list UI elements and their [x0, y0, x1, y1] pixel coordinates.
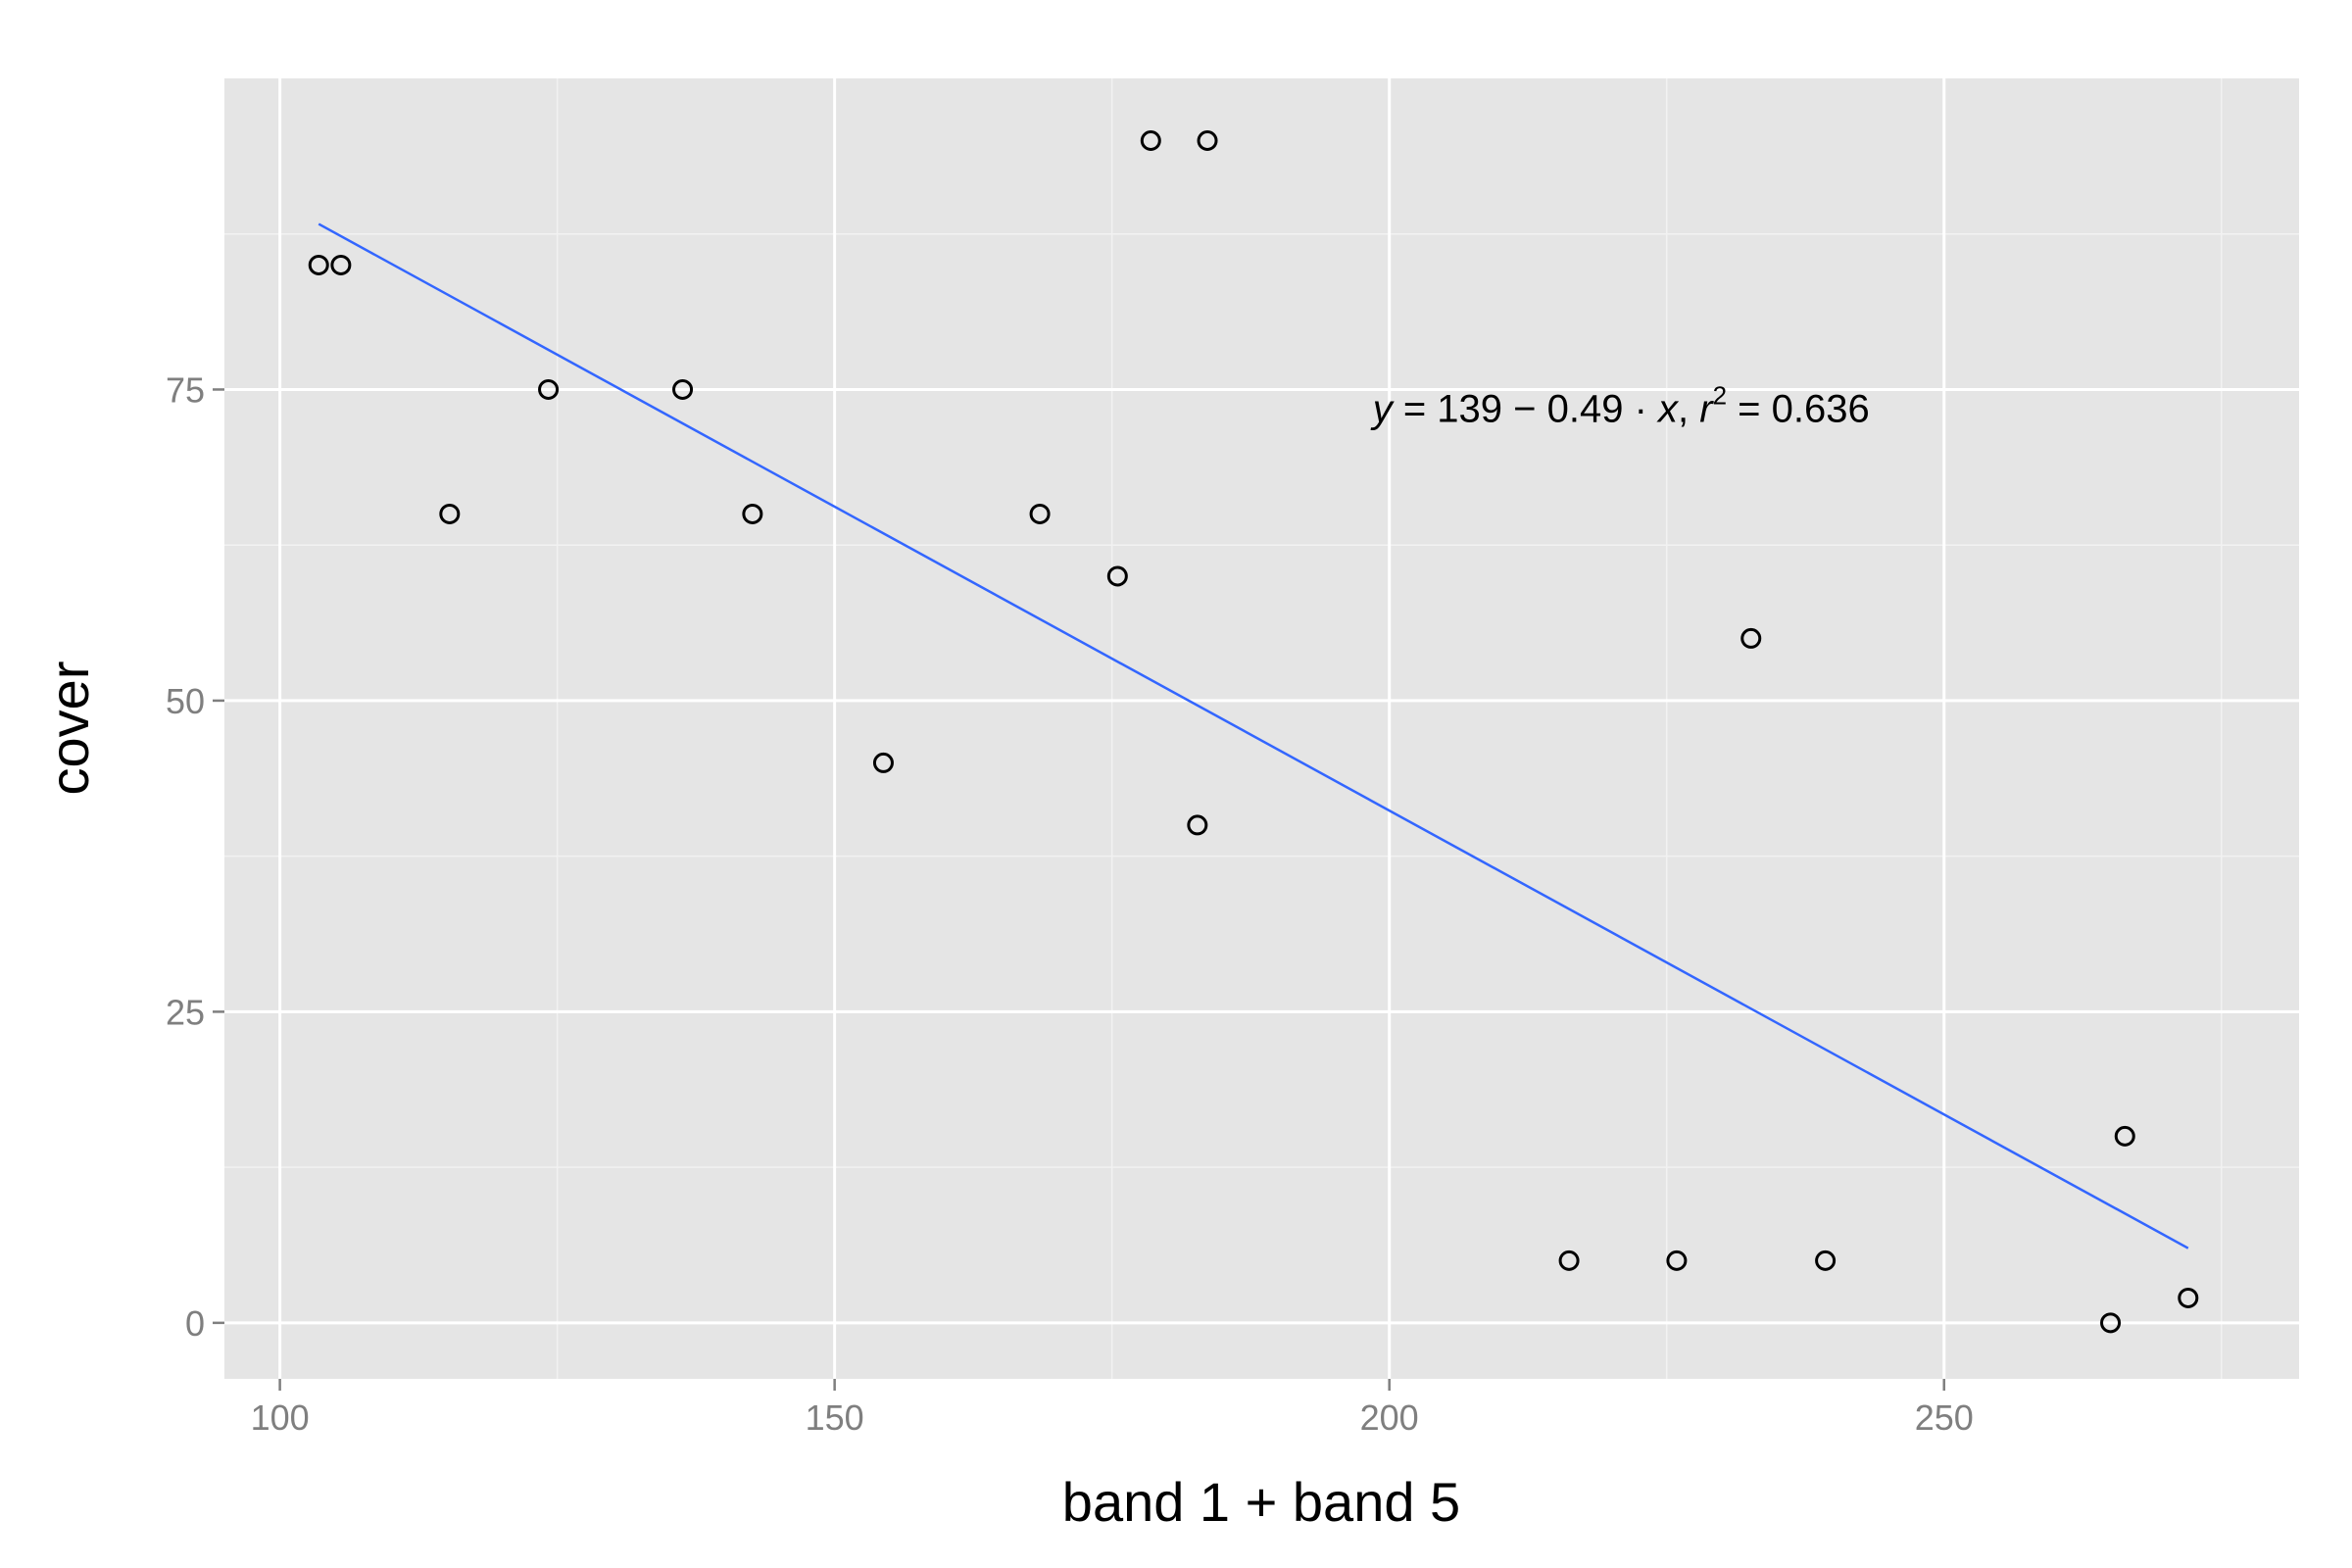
regression-line-layer — [318, 222, 2189, 1250]
x-tick-label: 250 — [1915, 1397, 1974, 1438]
annotation-superscript: 2 — [1713, 381, 1727, 411]
annotation-r-value: = 0.636 — [1727, 388, 1870, 431]
data-point — [2100, 1312, 2122, 1334]
data-point — [1815, 1250, 1837, 1271]
data-point — [1140, 129, 1161, 151]
data-point — [1740, 627, 1762, 649]
y-tick-label: 75 — [166, 369, 205, 410]
major-gridlines — [224, 78, 2299, 1379]
data-point — [1197, 129, 1218, 151]
y-axis-title: cover — [38, 662, 100, 796]
data-point — [1666, 1250, 1688, 1271]
data-point — [538, 378, 560, 400]
data-point — [439, 503, 461, 524]
y-tick-label: 25 — [166, 992, 205, 1032]
minor-gridlines — [224, 78, 2299, 1379]
data-point — [2114, 1125, 2135, 1147]
data-point — [308, 254, 329, 275]
regression-line — [318, 222, 2189, 1250]
annotation-comma: , — [1678, 388, 1699, 431]
data-point — [742, 503, 763, 524]
data-point — [1187, 814, 1208, 836]
data-point — [2178, 1287, 2199, 1308]
annotation-x-symbol: x — [1656, 388, 1680, 431]
y-tick-label: 50 — [166, 681, 205, 721]
annotation-y-symbol: y — [1370, 388, 1396, 431]
data-point — [1558, 1250, 1580, 1271]
annotation-equation: = 139 − 0.49 · — [1393, 388, 1658, 431]
data-point — [672, 378, 694, 400]
x-axis-title: band 1 + band 5 — [1062, 1471, 1460, 1533]
y-tick-label: 0 — [185, 1303, 205, 1344]
x-tick-label: 200 — [1360, 1397, 1419, 1438]
data-point — [330, 254, 352, 275]
data-point — [1106, 565, 1128, 587]
data-point — [872, 752, 894, 773]
regression-annotation: y = 139 − 0.49 · x, r2 = 0.636 — [1370, 381, 1870, 431]
axis-ticks — [213, 388, 1945, 1391]
plot-panel — [224, 78, 2299, 1379]
data-point — [1029, 503, 1051, 524]
annotation-r-symbol: r — [1699, 388, 1714, 431]
data-points — [308, 129, 2199, 1334]
x-tick-label: 150 — [806, 1397, 864, 1438]
tick-labels: 100 150 200 250 0 25 50 75 — [166, 369, 1974, 1438]
x-tick-label: 100 — [251, 1397, 310, 1438]
